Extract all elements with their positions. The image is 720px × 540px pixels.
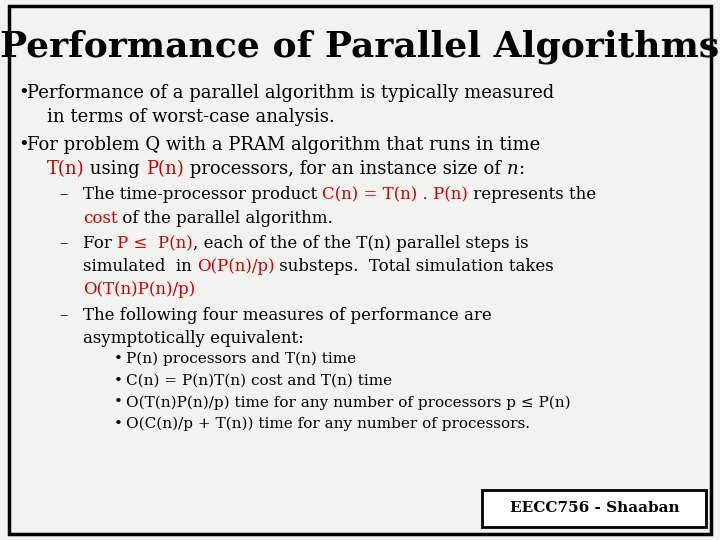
- Text: –: –: [59, 186, 68, 203]
- Text: –: –: [59, 235, 68, 252]
- Text: asymptotically equivalent:: asymptotically equivalent:: [83, 330, 304, 347]
- Text: For: For: [83, 235, 117, 252]
- Text: C(n) = T(n) . P(n): C(n) = T(n) . P(n): [323, 186, 468, 203]
- Text: O(C(n)/p + T(n)) time for any number of processors.: O(C(n)/p + T(n)) time for any number of …: [126, 417, 530, 431]
- FancyBboxPatch shape: [482, 490, 706, 526]
- Text: The following four measures of performance are: The following four measures of performan…: [83, 307, 492, 323]
- Text: –: –: [59, 307, 68, 323]
- Text: •: •: [114, 395, 122, 409]
- Text: simulated  in: simulated in: [83, 258, 197, 275]
- Text: P(n) processors and T(n) time: P(n) processors and T(n) time: [126, 352, 356, 367]
- Text: n: n: [506, 160, 518, 178]
- Text: Performance of Parallel Algorithms: Performance of Parallel Algorithms: [1, 30, 719, 64]
- Text: •: •: [114, 352, 122, 366]
- Text: EECC756 - Shaaban: EECC756 - Shaaban: [510, 501, 680, 515]
- Text: :: :: [518, 160, 524, 178]
- Text: •: •: [18, 84, 29, 102]
- Text: T(n): T(n): [47, 160, 84, 178]
- Text: in terms of worst-case analysis.: in terms of worst-case analysis.: [47, 108, 335, 126]
- FancyBboxPatch shape: [9, 6, 711, 534]
- Text: The time-processor product: The time-processor product: [83, 186, 323, 203]
- Text: C(n) = P(n)T(n) cost and T(n) time: C(n) = P(n)T(n) cost and T(n) time: [126, 374, 392, 388]
- Text: O(P(n)/p): O(P(n)/p): [197, 258, 274, 275]
- Text: of the parallel algorithm.: of the parallel algorithm.: [117, 210, 333, 226]
- Text: O(T(n)P(n)/p): O(T(n)P(n)/p): [83, 281, 195, 298]
- Text: •: •: [114, 417, 122, 431]
- Text: •: •: [114, 374, 122, 388]
- Text: O(T(n)P(n)/p) time for any number of processors p ≤ P(n): O(T(n)P(n)/p) time for any number of pro…: [126, 395, 571, 410]
- Text: substeps.  Total simulation takes: substeps. Total simulation takes: [274, 258, 554, 275]
- Text: P(n): P(n): [146, 160, 184, 178]
- Text: , each of the of the T(n) parallel steps is: , each of the of the T(n) parallel steps…: [193, 235, 528, 252]
- Text: represents the: represents the: [468, 186, 596, 203]
- Text: Performance of a parallel algorithm is typically measured: Performance of a parallel algorithm is t…: [27, 84, 554, 102]
- Text: processors, for an instance size of: processors, for an instance size of: [184, 160, 506, 178]
- Text: •: •: [18, 136, 29, 154]
- Text: P ≤  P(n): P ≤ P(n): [117, 235, 193, 252]
- Text: using: using: [84, 160, 146, 178]
- Text: cost: cost: [83, 210, 117, 226]
- Text: For problem Q with a PRAM algorithm that runs in time: For problem Q with a PRAM algorithm that…: [27, 136, 541, 154]
